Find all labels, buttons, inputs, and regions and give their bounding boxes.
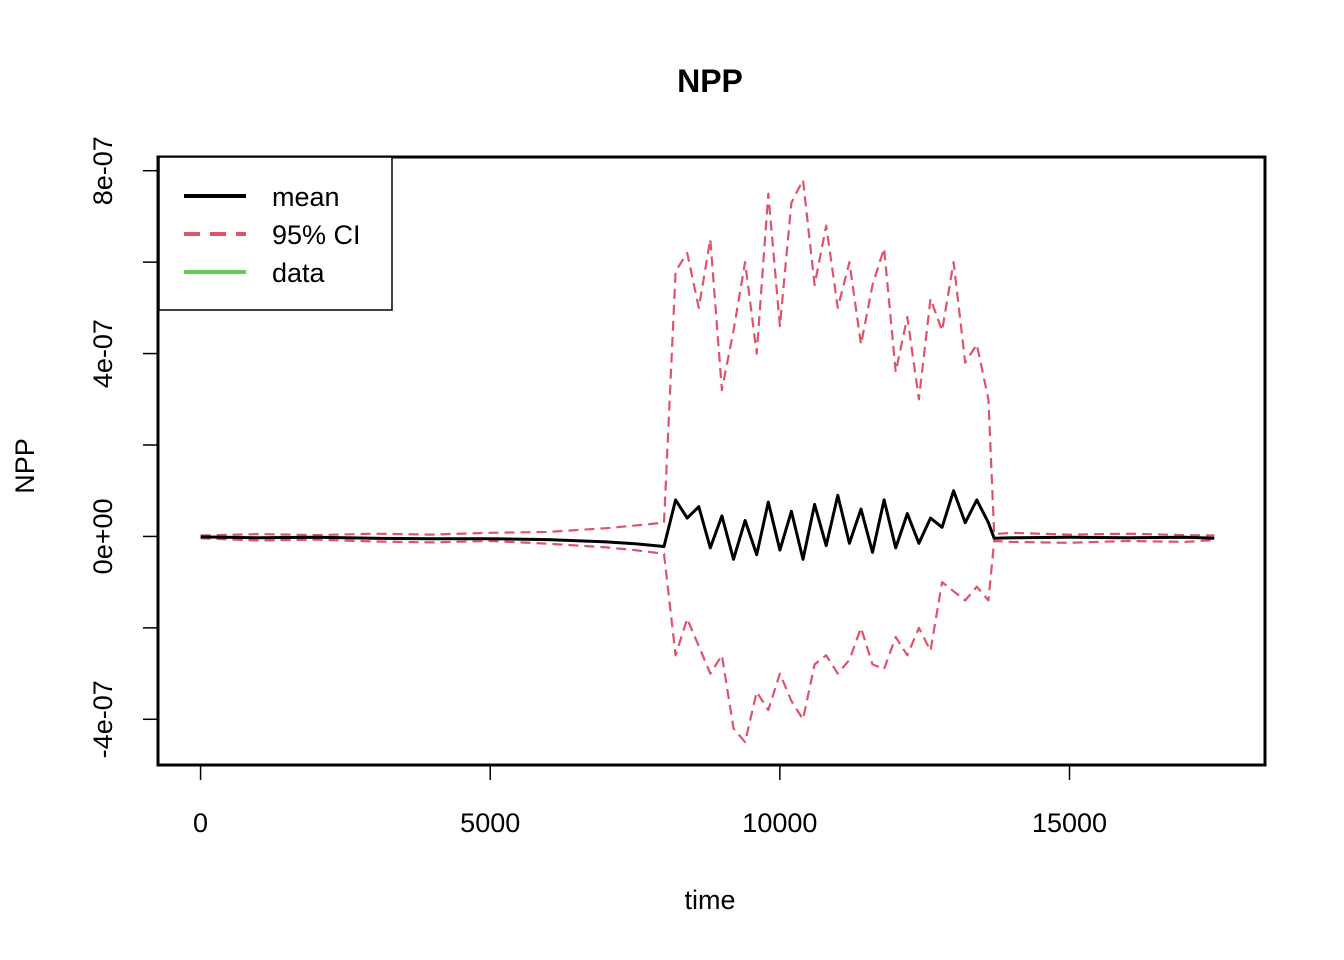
legend-label-ci: 95% CI <box>272 220 361 250</box>
plot-lines <box>200 178 1215 744</box>
x-tick-label: 0 <box>193 808 208 838</box>
x-axis-label: time <box>684 885 735 915</box>
legend-label-data: data <box>272 258 326 288</box>
legend-label-mean: mean <box>272 182 340 212</box>
x-tick-label: 15000 <box>1032 808 1107 838</box>
plot-box <box>156 155 1267 767</box>
y-tick-label: -4e-07 <box>88 680 118 758</box>
series-ci-upper-line <box>200 178 1215 537</box>
series-mean-line <box>200 489 1215 561</box>
y-tick-label: 4e-07 <box>88 319 118 388</box>
x-tick-label: 5000 <box>460 808 520 838</box>
chart-title: NPP <box>677 63 743 99</box>
y-axis-label: NPP <box>10 438 40 494</box>
y-tick-label: 0e+00 <box>88 498 118 574</box>
legend: mean 95% CI data <box>158 156 393 311</box>
series-ci-lower-line <box>200 537 1215 744</box>
y-tick-label: 8e-07 <box>88 136 118 205</box>
x-tick-label: 10000 <box>742 808 817 838</box>
